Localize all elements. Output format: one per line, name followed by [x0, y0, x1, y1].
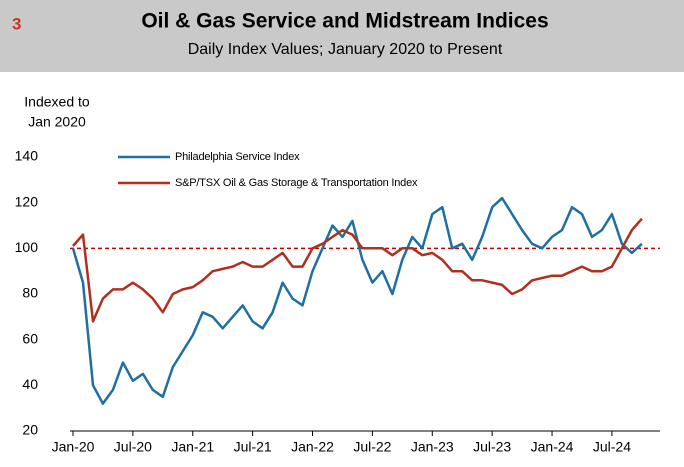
y-tick-label: 120 [15, 193, 39, 209]
x-tick-label: Jul-24 [593, 439, 631, 455]
legend-label: S&P/TSX Oil & Gas Storage & Transportati… [175, 177, 418, 189]
y-tick-label: 20 [22, 422, 38, 438]
series-line [71, 196, 643, 405]
x-tick-label: Jan-22 [291, 439, 334, 455]
y-tick-label: 100 [15, 239, 39, 255]
x-tick-label: Jul-20 [114, 439, 152, 455]
y-tick-label: 40 [22, 376, 38, 392]
x-tick-label: Jul-23 [473, 439, 511, 455]
x-tick-label: Jan-20 [52, 439, 95, 455]
y-axis-label: Indexed to [24, 94, 90, 110]
y-tick-label: 140 [15, 148, 39, 164]
page-number: 3 [12, 14, 21, 33]
x-tick-label: Jan-23 [411, 439, 454, 455]
x-tick-label: Jan-24 [531, 439, 574, 455]
x-tick-label: Jul-22 [353, 439, 391, 455]
chart-subtitle: Daily Index Values; January 2020 to Pres… [188, 41, 503, 58]
series-line [72, 217, 643, 323]
x-tick-label: Jan-21 [171, 439, 214, 455]
legend-label: Philadelphia Service Index [175, 151, 300, 163]
chart-title: Oil & Gas Service and Midstream Indices [141, 10, 548, 33]
y-tick-label: 80 [22, 285, 38, 301]
header-band [0, 0, 684, 72]
x-tick-label: Jul-21 [234, 439, 272, 455]
y-axis-label: Jan 2020 [28, 114, 86, 130]
y-tick-label: 60 [22, 330, 38, 346]
